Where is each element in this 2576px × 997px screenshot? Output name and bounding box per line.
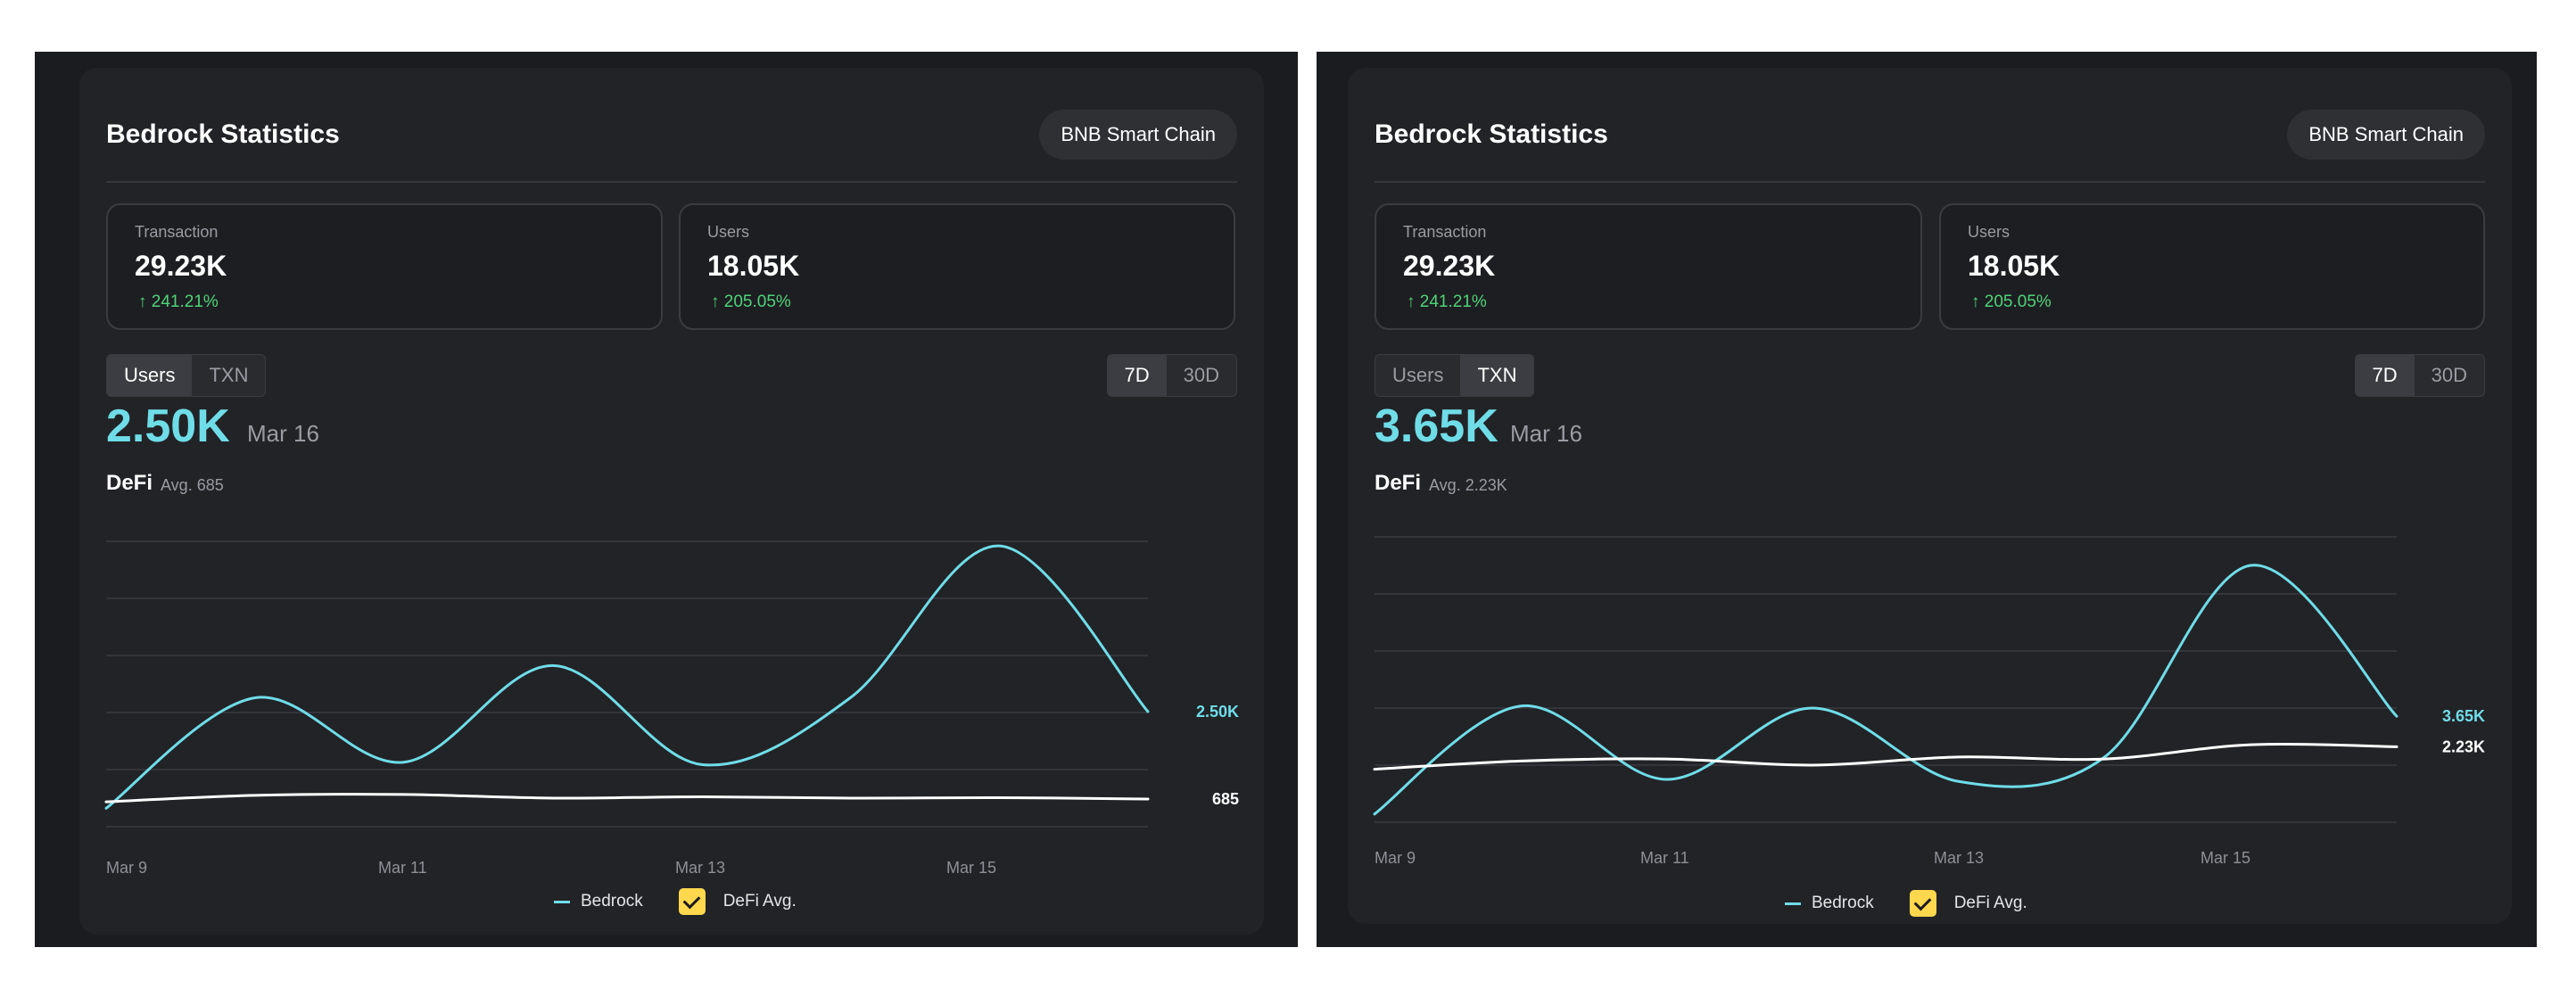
users-stat-card: Users 18.05K ↑ 205.05%	[679, 203, 1235, 330]
defi-avg-end-label: 685	[1212, 790, 1239, 808]
legend-avg-label: DeFi Avg.	[1953, 894, 2027, 912]
tab-txn[interactable]: TXN	[1460, 355, 1534, 396]
transaction-stat-card: Transaction 29.23K ↑ 241.21%	[106, 203, 663, 330]
tab-30d[interactable]: 30D	[1183, 364, 1219, 386]
chart-legend: Bedrock DeFi Avg.	[554, 888, 797, 915]
defi-avg-checkbox[interactable]	[1909, 890, 1936, 917]
legend-series-label: Bedrock	[1812, 894, 1874, 912]
transaction-stat-card: Transaction 29.23K ↑ 241.21%	[1375, 203, 1922, 330]
average-text: Avg. 2.23K	[1429, 476, 1507, 494]
x-tick-label: Mar 9	[1375, 849, 1416, 867]
defi-avg-line	[1373, 742, 2398, 771]
bedrock-series-line	[104, 544, 1150, 810]
defi-avg-end-label: 2.23K	[2442, 737, 2485, 755]
highlight-value: 2.50K	[106, 400, 230, 452]
txn-line-chart: Mar 9 Mar 11 Mar 13 Mar 15 3.65K 2.23K	[1373, 536, 2485, 867]
users-stat-card: Users 18.05K ↑ 205.05%	[1939, 203, 2485, 330]
chart-legend: Bedrock DeFi Avg.	[1785, 890, 2027, 917]
stat-change: ↑ 241.21%	[138, 293, 219, 311]
stat-value: 18.05K	[1968, 250, 2060, 282]
stats-card: Bedrock Statistics BNB Smart Chain Trans…	[79, 68, 1264, 935]
highlight-date: Mar 16	[1510, 420, 1582, 447]
highlight-value: 3.65K	[1375, 400, 1499, 452]
stats-panel-users: Bedrock Statistics BNB Smart Chain Trans…	[35, 52, 1298, 947]
legend-series-label: Bedrock	[581, 892, 643, 910]
x-tick-label: Mar 15	[946, 859, 996, 877]
stat-label: Users	[1968, 223, 2010, 241]
tab-30d[interactable]: 30D	[2431, 364, 2467, 386]
users-line-chart: Mar 9 Mar 11 Mar 13 Mar 15 2.50K 685	[104, 540, 1239, 877]
metric-tabs: Users TXN	[106, 354, 267, 397]
bedrock-legend-swatch	[1785, 902, 1801, 905]
divider	[1375, 181, 2485, 183]
highlight-date: Mar 16	[247, 420, 319, 447]
divider	[106, 181, 1237, 183]
tab-7d[interactable]: 7D	[1107, 355, 1167, 396]
defi-avg-checkbox[interactable]	[678, 888, 706, 915]
stat-change: ↑ 205.05%	[1971, 293, 2052, 311]
x-tick-label: Mar 13	[675, 859, 725, 877]
stat-value: 29.23K	[135, 250, 227, 282]
x-tick-label: Mar 13	[1934, 849, 1984, 867]
category-label: DeFi	[106, 471, 153, 495]
stat-value: 18.05K	[707, 250, 800, 282]
bedrock-end-label: 3.65K	[2442, 707, 2485, 725]
x-tick-label: Mar 9	[106, 859, 147, 877]
chain-selector-button[interactable]: BNB Smart Chain	[1039, 110, 1237, 160]
category-label: DeFi	[1375, 471, 1422, 495]
card-title: Bedrock Statistics	[106, 119, 340, 149]
range-tabs: 7D 30D	[1106, 354, 1237, 397]
defi-avg-line	[104, 793, 1150, 803]
tab-users[interactable]: Users	[1392, 364, 1444, 386]
legend-avg-label: DeFi Avg.	[722, 892, 797, 910]
bedrock-series-line	[1373, 564, 2398, 816]
stat-label: Transaction	[1403, 223, 1487, 241]
tab-txn[interactable]: TXN	[209, 364, 249, 386]
bedrock-legend-swatch	[554, 900, 570, 903]
stat-change: ↑ 241.21%	[1407, 293, 1487, 311]
tab-7d[interactable]: 7D	[2355, 355, 2415, 396]
tab-users[interactable]: Users	[107, 355, 193, 396]
stat-label: Users	[707, 223, 750, 241]
chain-selector-button[interactable]: BNB Smart Chain	[2287, 110, 2485, 160]
stats-card: Bedrock Statistics BNB Smart Chain Trans…	[1348, 68, 2512, 924]
stat-change: ↑ 205.05%	[711, 293, 791, 311]
stat-value: 29.23K	[1403, 250, 1496, 282]
bedrock-end-label: 2.50K	[1196, 703, 1239, 721]
range-tabs: 7D 30D	[2354, 354, 2485, 397]
stats-panel-txn: Bedrock Statistics BNB Smart Chain Trans…	[1317, 52, 2537, 947]
average-text: Avg. 685	[161, 476, 224, 494]
metric-tabs: Users TXN	[1375, 354, 1535, 397]
x-tick-label: Mar 11	[378, 859, 427, 877]
x-tick-label: Mar 15	[2200, 849, 2250, 867]
stat-label: Transaction	[135, 223, 219, 241]
x-tick-label: Mar 11	[1640, 849, 1689, 867]
card-title: Bedrock Statistics	[1375, 119, 1608, 149]
